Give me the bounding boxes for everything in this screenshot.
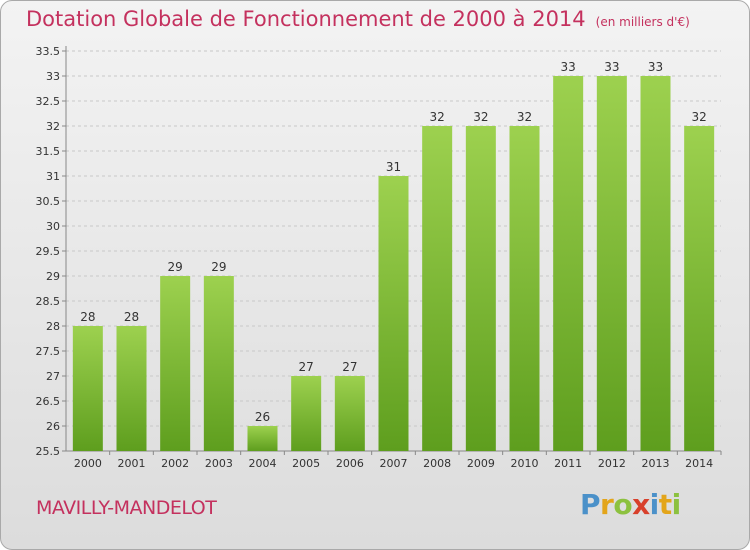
y-tick-label: 31.5 (36, 145, 61, 158)
value-label-2011: 33 (561, 60, 576, 74)
value-label-2013: 33 (648, 60, 663, 74)
bar-2004 (247, 426, 278, 451)
y-tick-labels: 25.5 26 26.5 27 27.5 28 28.5 29 29.5 30 30.5 31 31.5… (36, 45, 61, 458)
y-tick-label: 32 (46, 120, 60, 133)
x-tick-label-2004: 2004 (249, 457, 277, 470)
bar-2005 (291, 376, 322, 451)
x-tick-label-2012: 2012 (598, 457, 626, 470)
bar-2007 (378, 176, 409, 451)
value-label-2001: 28 (124, 310, 139, 324)
commune-name: MAVILLY-MANDELOT (36, 497, 217, 519)
value-label-2002: 29 (168, 260, 183, 274)
y-tick-label: 29 (46, 270, 60, 283)
chart-title: Dotation Globale de Fonctionnement de 20… (26, 7, 690, 31)
bar-2009 (465, 126, 496, 451)
title-text: Dotation Globale de Fonctionnement de 20… (26, 7, 586, 31)
bar-2001 (116, 326, 147, 451)
y-tick-label: 27.5 (36, 345, 61, 358)
value-label-2008: 32 (430, 110, 445, 124)
y-tick-label: 27 (46, 370, 60, 383)
value-label-2009: 32 (473, 110, 488, 124)
x-tick-label-2003: 2003 (205, 457, 233, 470)
bar-2010 (509, 126, 540, 451)
value-label-2003: 29 (211, 260, 226, 274)
x-tick-label-2009: 2009 (467, 457, 495, 470)
value-label-2007: 31 (386, 160, 401, 174)
bar-2008 (422, 126, 453, 451)
y-tick-label: 29.5 (36, 245, 61, 258)
x-tick-label-2006: 2006 (336, 457, 364, 470)
x-tick-label-2008: 2008 (423, 457, 451, 470)
value-label-2010: 32 (517, 110, 532, 124)
y-tick-label: 30.5 (36, 195, 61, 208)
y-tick-label: 31 (46, 170, 60, 183)
x-tick-label-2011: 2011 (554, 457, 582, 470)
x-tick-label-2005: 2005 (292, 457, 320, 470)
bars (72, 76, 715, 451)
value-label-2005: 27 (299, 360, 314, 374)
x-tick-label-2002: 2002 (161, 457, 189, 470)
value-label-2004: 26 (255, 410, 270, 424)
value-label-2014: 32 (692, 110, 707, 124)
x-tick-label-2000: 2000 (74, 457, 102, 470)
x-tick-label-2001: 2001 (118, 457, 146, 470)
bar-2002 (160, 276, 191, 451)
y-tick-label: 33 (46, 70, 60, 83)
x-tick-label-2014: 2014 (685, 457, 713, 470)
bar-2014 (684, 126, 715, 451)
x-tick-labels: 2000 2001 2002 2003 2004 2005 2006 2007 2008 2009… (74, 457, 713, 470)
x-tick-label-2013: 2013 (642, 457, 670, 470)
y-tick-label: 25.5 (36, 445, 61, 458)
bar-2013 (640, 76, 671, 451)
chart-subtitle: (en milliers d'€) (595, 15, 690, 29)
y-tick-label: 28 (46, 320, 60, 333)
y-tick-label: 32.5 (36, 95, 61, 108)
value-label-2006: 27 (342, 360, 357, 374)
y-tick-label: 33.5 (36, 45, 61, 58)
proxiti-logo: Proxiti (580, 488, 681, 521)
value-label-2000: 28 (80, 310, 95, 324)
bar-2000 (72, 326, 103, 451)
y-tick-label: 26.5 (36, 395, 61, 408)
x-tick-label-2010: 2010 (511, 457, 539, 470)
bar-2003 (203, 276, 234, 451)
y-tick-label: 28.5 (36, 295, 61, 308)
x-tick-label-2007: 2007 (380, 457, 408, 470)
y-tick-label: 26 (46, 420, 60, 433)
bar-2011 (553, 76, 584, 451)
y-tick-label: 30 (46, 220, 60, 233)
value-label-2012: 33 (604, 60, 619, 74)
value-labels: 28 28 29 29 26 27 27 31 32 32 32 33 33 33 32 (80, 60, 707, 424)
bar-2012 (596, 76, 627, 451)
bar-2006 (334, 376, 365, 451)
